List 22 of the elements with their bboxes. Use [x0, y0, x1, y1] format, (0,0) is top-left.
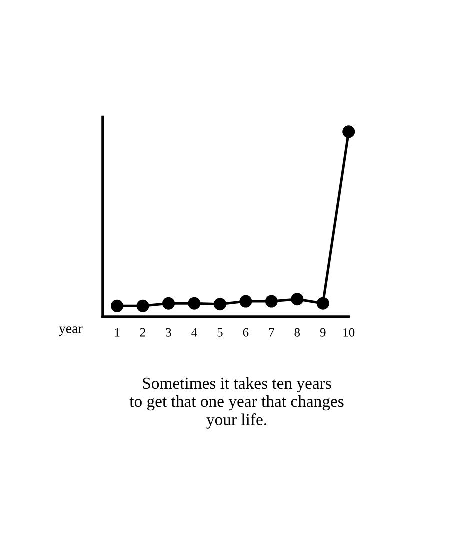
x-tick-label: 10	[344, 328, 355, 337]
point	[214, 298, 226, 311]
x-tick-label: 9	[320, 328, 326, 337]
point	[291, 293, 304, 306]
point	[265, 295, 278, 308]
point	[240, 295, 252, 308]
x-tick-label: 3	[166, 328, 172, 337]
x-tick-label: 5	[218, 328, 223, 337]
x-tick-label: 1	[115, 328, 120, 337]
x-tick-label: 6	[243, 328, 249, 337]
point	[162, 297, 175, 310]
x-axis-title: year	[59, 326, 83, 336]
x-tick-label: 7	[269, 328, 274, 337]
point	[188, 297, 201, 310]
x-tick-label: 4	[192, 328, 198, 337]
point	[342, 126, 356, 138]
point	[136, 300, 150, 312]
point	[111, 300, 124, 312]
text: Sometimes it takes ten years to get that one year that changes your life.	[130, 377, 344, 429]
x-tick-label: 8	[294, 328, 300, 337]
point	[316, 297, 330, 310]
x-tick-label: 2	[140, 328, 146, 337]
